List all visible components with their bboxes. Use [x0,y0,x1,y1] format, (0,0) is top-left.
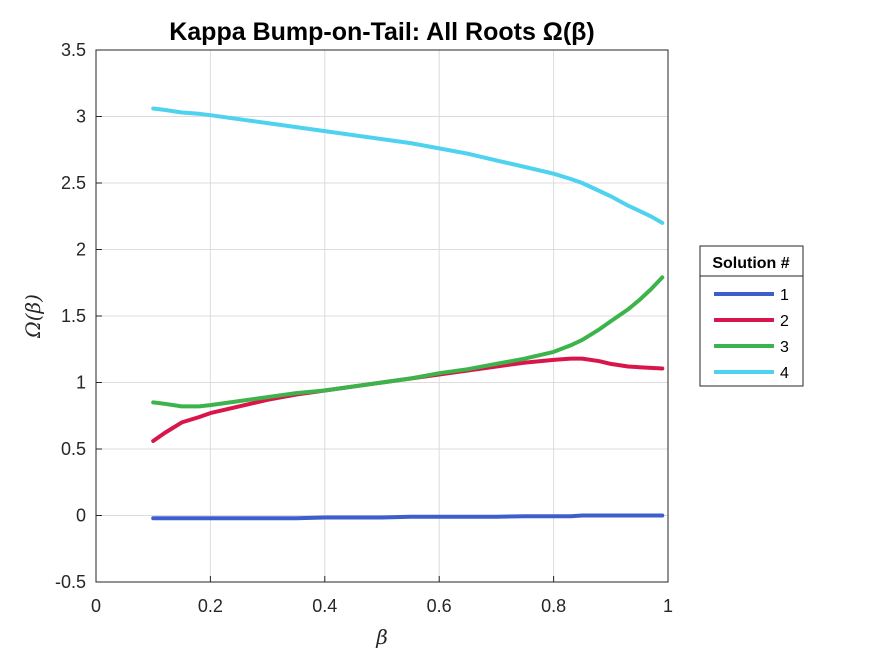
series-line-4 [151,106,665,225]
x-tick-label: 0 [91,596,101,616]
x-axis-label: β [375,625,388,649]
y-axis-label: Ω(β) [21,294,45,339]
chart-title: Kappa Bump-on-Tail: All Roots Ω(β) [169,18,595,46]
x-tick-label: 0.8 [541,596,566,616]
legend-label-3: 3 [780,339,789,356]
legend-box [699,245,804,387]
y-tick-label: 3.5 [61,40,86,60]
series-line-3 [151,275,665,409]
y-tick-label: -0.5 [55,572,86,592]
x-tick-label: 0.4 [312,596,337,616]
legend-label-2: 2 [780,313,789,330]
y-axis: -0.5 0 0.5 1 1.5 2 2.5 3 3.5 [55,40,102,592]
x-tick-label: 0.6 [427,596,452,616]
series-line-1 [151,513,665,521]
y-tick-label: 2.5 [61,173,86,193]
y-tick-label: 3 [76,107,86,127]
legend-label-1: 1 [780,287,789,304]
x-axis: 0 0.2 0.4 0.6 0.8 1 [91,576,673,616]
y-tick-label: 0 [76,506,86,526]
y-tick-label: 1 [76,373,86,393]
y-tick-label: 2 [76,240,86,260]
legend-entries: 1 2 3 4 [714,287,789,382]
x-tick-label: 0.2 [198,596,223,616]
series-layer [151,106,665,521]
y-tick-label: 1.5 [61,306,86,326]
legend-title: Solution # [712,255,789,272]
legend: Solution # 1 2 3 4 [699,245,804,387]
y-tick-label: 0.5 [61,439,86,459]
legend-label-4: 4 [780,365,789,382]
x-tick-label: 1 [663,596,673,616]
